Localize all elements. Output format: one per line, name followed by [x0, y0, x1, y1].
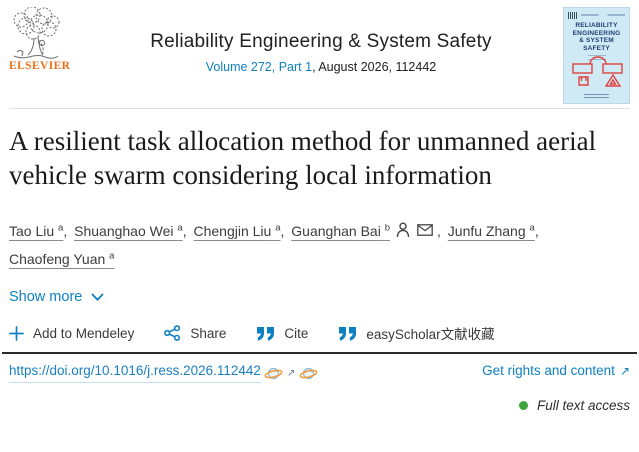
add-to-mendeley-button[interactable]: Add to Mendeley [9, 326, 134, 341]
elsevier-logo[interactable]: ELSEVIER [9, 7, 79, 72]
issue-info: , August 2026, 112442 [312, 60, 437, 74]
author-separator: , [534, 222, 539, 239]
access-status-label: Full text access [536, 398, 630, 414]
journal-issue-line: Volume 272, Part 1, August 2026, 112442 [79, 60, 563, 74]
toolbar-divider [2, 352, 637, 355]
action-toolbar: Add to Mendeley Share Cite easyScholar文献… [9, 323, 630, 343]
doi-group: https://doi.org/10.1016/j.ress.2026.1124… [9, 363, 318, 384]
cover-bottom-text-bar [584, 94, 609, 98]
envelope-icon [417, 223, 433, 236]
author-link-corresponding[interactable]: Guanghan Bai b [291, 222, 390, 239]
author-link[interactable]: Tao Liu a [9, 222, 64, 239]
article-title: A resilient task allocation method for u… [9, 126, 597, 190]
share-button[interactable]: Share [164, 325, 227, 342]
get-rights-link[interactable]: Get rights and content ↗ [482, 363, 630, 378]
access-status-dot-icon [518, 401, 528, 411]
author-separator: , [280, 222, 285, 239]
banner-divider [9, 108, 630, 109]
author-separator: , [182, 222, 187, 239]
add-to-mendeley-label: Add to Mendeley [33, 325, 135, 341]
author-list: Tao Liu a, Shuanghao Wei a, Chengjin Liu… [9, 215, 630, 272]
chevron-down-icon [91, 293, 104, 302]
elsevier-wordmark: ELSEVIER [9, 60, 71, 72]
cite-label: Cite [284, 325, 309, 341]
share-label: Share [190, 325, 227, 341]
doi-link[interactable]: https://doi.org/10.1016/j.ress.2026.1124… [9, 363, 261, 384]
corresponding-author-icons [396, 222, 433, 238]
cover-journal-title: RELIABILITY ENGINEERING & SYSTEM SAFETY [572, 22, 621, 52]
elsevier-tree-icon [9, 7, 79, 59]
cover-subtitle-bars [587, 55, 606, 60]
show-more-label: Show more [9, 289, 83, 306]
quote-icon [338, 326, 357, 341]
quote-icon [256, 326, 275, 341]
share-icon [164, 325, 181, 342]
scihub-extension-icon[interactable] [299, 366, 318, 381]
journal-info: Reliability Engineering & System Safety … [79, 7, 563, 74]
doi-row: https://doi.org/10.1016/j.ress.2026.1124… [9, 363, 630, 384]
easyscholar-button[interactable]: easyScholar文献收藏 [338, 323, 495, 343]
scihub-extension-icon[interactable] [264, 366, 283, 381]
author-link[interactable]: Shuanghao Wei a [74, 222, 183, 239]
external-link-arrow-icon: ↗ [619, 363, 630, 378]
cover-top-text-bar [581, 14, 625, 16]
journal-title-link[interactable]: Reliability Engineering & System Safety [150, 31, 492, 52]
easyscholar-label: easyScholar文献收藏 [366, 327, 495, 343]
volume-link[interactable]: Volume 272, Part 1 [205, 60, 313, 74]
author-separator: , [63, 222, 68, 239]
get-rights-label: Get rights and content [482, 363, 615, 379]
journal-banner: ELSEVIER Reliability Engineering & Syste… [9, 0, 630, 104]
plus-icon [9, 325, 24, 341]
author-link[interactable]: Chengjin Liu a [193, 222, 281, 239]
show-more-button[interactable]: Show more [9, 289, 104, 305]
person-icon [396, 222, 410, 238]
external-link-arrow-icon: ↗ [286, 367, 296, 379]
journal-cover-thumbnail[interactable]: RELIABILITY ENGINEERING & SYSTEM SAFETY [563, 7, 630, 104]
cover-artwork [566, 55, 629, 89]
cover-barcode [568, 12, 577, 19]
author-link[interactable]: Junfu Zhang a [447, 222, 535, 239]
cite-button[interactable]: Cite [256, 326, 308, 341]
access-row: Full text access [9, 398, 630, 413]
author-link[interactable]: Chaofeng Yuan a [9, 250, 115, 268]
author-separator: , [437, 222, 441, 239]
